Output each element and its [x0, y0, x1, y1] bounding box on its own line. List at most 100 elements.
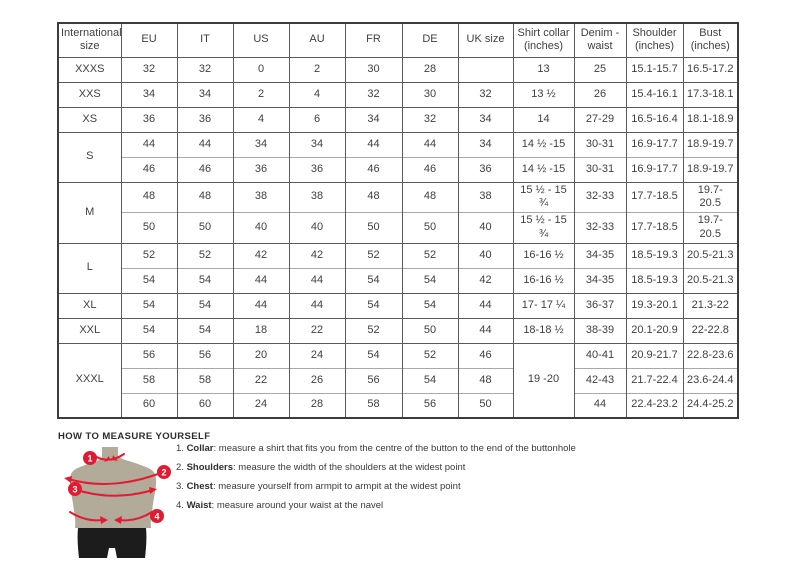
column-header: International size: [57, 22, 122, 57]
size-value-cell: 46: [120, 156, 177, 182]
size-value-cell: 24: [232, 392, 289, 418]
svg-text:3: 3: [72, 485, 77, 495]
size-value-cell: 36: [176, 106, 233, 132]
size-value-cell: 50: [120, 212, 177, 243]
size-value-cell: 42: [232, 242, 289, 268]
size-value-cell: 34: [457, 131, 513, 157]
size-value-cell: 28: [401, 56, 458, 82]
size-value-cell: 54: [401, 367, 458, 393]
size-value-cell: 46: [344, 156, 402, 182]
size-chart-row: 60 60 24 28 58 56 50 44 22.4-23.2 24.4-25.2: [58, 392, 738, 418]
size-value-cell: 48: [401, 181, 458, 213]
measure-instruction-item: 3. Chest: measure yourself from armpit t…: [176, 481, 461, 492]
column-header: Shirt collar (inches): [512, 22, 574, 57]
column-header: Bust (inches): [682, 22, 738, 57]
size-value-cell: 34: [176, 81, 233, 107]
size-value-cell: 54: [344, 342, 402, 368]
size-value-cell: 56: [401, 392, 458, 418]
size-value-cell: 56: [344, 367, 402, 393]
size-chart-row: M 48 48 38 38 48 48 38 15 ½ - 15 ¾ 32-33 17.7-18.5…: [57, 181, 738, 243]
chest-measure-arrow-icon: [73, 488, 154, 497]
measure-instructions: 1. Collar: measure a shirt that fits you…: [176, 443, 736, 519]
waist-arrowhead-right: [114, 516, 122, 524]
size-value-cell: 48: [176, 181, 233, 213]
size-value-cell: 18-18 ½: [512, 317, 574, 343]
size-value-cell: 17.3-18.1: [682, 81, 738, 107]
size-value-cell: 22-22.8: [682, 317, 738, 343]
size-value-cell: 50: [176, 212, 233, 243]
size-value-cell: 38: [232, 181, 289, 213]
size-value-cell: 13: [512, 56, 574, 82]
size-value-cell: 18: [232, 317, 289, 343]
size-value-cell: 60: [120, 392, 177, 418]
size-chart-row: S 44 44 34 34 44 44 34 14 ½ -15 30-31 16.9-17.7 18.…: [57, 131, 738, 182]
column-header: EU: [120, 22, 177, 57]
size-value-cell: 44: [176, 131, 233, 157]
svg-text:2: 2: [161, 468, 166, 478]
size-value-cell: 48: [457, 367, 513, 393]
svg-text:1: 1: [87, 454, 92, 464]
measure-instruction-item: 2. Shoulders: measure the width of the s…: [176, 462, 466, 473]
how-to-measure-title: HOW TO MEASURE YOURSELF: [58, 431, 211, 442]
size-value-cell: 52: [401, 242, 458, 268]
size-value-cell: 2: [232, 81, 289, 107]
size-value-cell: 34: [344, 106, 402, 132]
size-value-cell: 48: [344, 181, 402, 213]
size-value-cell: 42: [288, 242, 345, 268]
column-header: Shoulder (inches): [625, 22, 683, 57]
size-value-cell: 18.1-18.9: [682, 106, 738, 132]
size-value-cell: 14 ½ -15: [512, 156, 574, 182]
size-chart-table: International size EU IT US AU FR DE UK size Shi…: [57, 22, 739, 419]
size-value-cell: 21.3-22: [682, 292, 738, 318]
size-chart-row: 50 50 40 40 50 50 40 15 ½ - 15 ¾ 32-33 17.7-18.5 1…: [58, 212, 738, 243]
size-label-cell: L: [57, 242, 121, 293]
size-value-cell: 54: [120, 292, 177, 318]
size-value-cell: 36-37: [573, 292, 626, 318]
size-value-cell: 15.1-15.7: [625, 56, 683, 82]
measure-instruction-item: 1. Collar: measure a shirt that fits you…: [176, 443, 576, 454]
size-value-cell: 26: [573, 81, 626, 107]
size-value-cell: 16.5-17.2: [682, 56, 738, 82]
size-chart-row: XS 36 36 4 6 34 32 34 14 27-29 16.5-16.4 18.1-18.9: [57, 106, 738, 132]
size-value-cell: 16.9-17.7: [625, 131, 683, 157]
size-value-cell: 46: [457, 342, 513, 368]
size-value-cell: 36: [457, 156, 513, 182]
size-value-cell: 18.9-19.7: [682, 156, 738, 182]
size-value-cell: 58: [120, 367, 177, 393]
figure-badge-3: 3: [68, 482, 82, 496]
size-value-cell: 17.7-18.5: [625, 212, 683, 243]
size-value-cell: 44: [573, 392, 626, 418]
size-value-cell: 24.4-25.2: [682, 392, 738, 418]
waist-measure-arrow-right-icon: [119, 511, 153, 522]
size-value-cell: 34: [232, 131, 289, 157]
size-value-cell: 38: [288, 181, 345, 213]
size-value-cell: 22: [288, 317, 345, 343]
size-value-cell: 58: [344, 392, 402, 418]
size-value-cell: 22: [232, 367, 289, 393]
size-value-cell: 21.7-22.4: [625, 367, 683, 393]
size-value-cell: 38: [457, 181, 513, 213]
column-header: FR: [344, 22, 402, 57]
size-value-cell: 54: [401, 292, 458, 318]
size-value-cell: 44: [232, 267, 289, 293]
size-value-cell: 40: [232, 212, 289, 243]
size-value-cell: 17.7-18.5: [625, 181, 683, 213]
size-value-cell: 34: [457, 106, 513, 132]
size-chart-row: XXXS 32 32 0 2 30 28 13 25 15.1-15.7 16.5-17.2: [57, 56, 738, 82]
size-label-cell: XXXS: [57, 56, 121, 82]
size-value-cell: 50: [401, 317, 458, 343]
waist-measure-arrow-left-icon: [69, 511, 103, 522]
size-value-cell: 30-31: [573, 131, 626, 157]
size-value-cell: 44: [457, 317, 513, 343]
size-label-cell: XXS: [57, 81, 121, 107]
size-value-cell: 44: [344, 131, 402, 157]
size-value-cell: 40: [457, 212, 513, 243]
size-value-cell: 34-35: [573, 242, 626, 268]
size-value-cell: 36: [232, 156, 289, 182]
size-value-cell: 52: [401, 342, 458, 368]
size-value-cell: 52: [344, 242, 402, 268]
figure-badge-1: 1: [83, 451, 97, 465]
torso-shape: [69, 447, 157, 528]
size-value-cell: 56: [176, 342, 233, 368]
